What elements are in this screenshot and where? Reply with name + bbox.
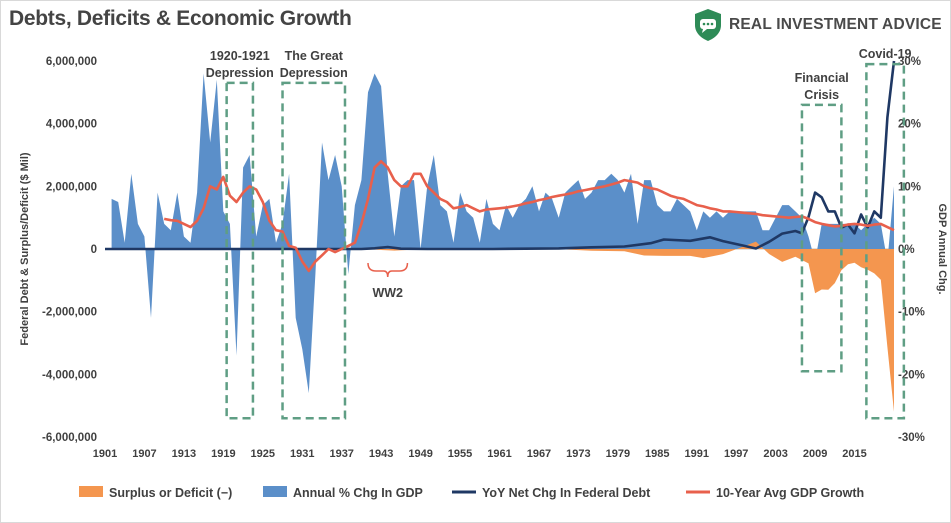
x-tick-label: 1913 xyxy=(172,448,196,460)
annotation-brace xyxy=(367,262,409,278)
x-tick-label: 1973 xyxy=(566,448,590,460)
x-tick-label: 1979 xyxy=(606,448,630,460)
annotation-label: WW2 xyxy=(372,286,403,300)
x-tick-label: 1985 xyxy=(645,448,669,460)
y-tick-label: 4,000,000 xyxy=(46,119,97,131)
x-tick-label: 1919 xyxy=(211,448,235,460)
series-annual-gdp-change xyxy=(111,73,895,394)
y-tick-label: -4,000,000 xyxy=(42,369,97,381)
x-tick-label: 1925 xyxy=(251,448,275,460)
annotation-label: Crisis xyxy=(804,88,839,102)
legend-label: 10-Year Avg GDP Growth xyxy=(716,486,864,500)
x-tick-label: 1967 xyxy=(527,448,551,460)
legend-label: YoY Net Chg In Federal Debt xyxy=(482,486,651,500)
x-tick-label: 2015 xyxy=(842,448,866,460)
brand-logo: REAL INVESTMENT ADVICE xyxy=(693,7,942,43)
x-tick-label: 1997 xyxy=(724,448,748,460)
y2-tick-label: 0% xyxy=(898,244,915,256)
annotation-box xyxy=(865,62,906,420)
x-tick-label: 1907 xyxy=(132,448,156,460)
y2-tick-label: -20% xyxy=(898,369,925,381)
line-series xyxy=(105,60,896,273)
shield-chat-icon xyxy=(695,9,721,41)
y-tick-label: 0 xyxy=(91,244,97,256)
y-tick-label: 2,000,000 xyxy=(46,181,97,193)
y2-tick-label: 10% xyxy=(898,181,921,193)
chart-title: Debts, Deficits & Economic Growth xyxy=(9,7,352,30)
annotation-box xyxy=(281,81,347,420)
annotation-label: Financial xyxy=(795,71,849,85)
y-axis-title: Federal Debt & Surplus/Deficit ($ Mil) xyxy=(19,152,31,345)
annotation-label: Depression xyxy=(206,66,274,80)
x-tick-label: 1931 xyxy=(290,448,314,460)
x-tick-label: 1937 xyxy=(329,448,353,460)
brand-name: REAL INVESTMENT ADVICE xyxy=(729,16,942,33)
annotation-label: Depression xyxy=(280,66,348,80)
y2-tick-label: -10% xyxy=(898,307,925,319)
x-tick-label: 1901 xyxy=(93,448,117,460)
series-debt-change xyxy=(105,60,896,251)
area-series xyxy=(105,73,895,412)
series-10yr-avg-gdp xyxy=(163,160,895,273)
legend-swatch xyxy=(79,486,103,497)
x-tick-label: 1991 xyxy=(685,448,709,460)
legend: Surplus or Deficit (−) Annual % Chg In GD… xyxy=(79,486,864,500)
y-tick-label: -2,000,000 xyxy=(42,307,97,319)
annotation-label: The Great xyxy=(285,49,344,63)
y2-tick-label: 30% xyxy=(898,56,921,68)
y2-tick-label: -30% xyxy=(898,432,925,444)
legend-label: Surplus or Deficit (−) xyxy=(109,486,232,500)
x-tick-label: 1955 xyxy=(448,448,472,460)
series-surplus-deficit xyxy=(105,241,894,412)
x-tick-label: 1961 xyxy=(487,448,511,460)
x-tick-label: 1943 xyxy=(369,448,393,460)
legend-label: Annual % Chg In GDP xyxy=(293,486,423,500)
x-tick-label: 1949 xyxy=(408,448,432,460)
x-tick-label: 2003 xyxy=(763,448,787,460)
y2-axis-title: GDP Annual Chg. xyxy=(936,203,948,294)
y-tick-label: -6,000,000 xyxy=(42,432,97,444)
x-tick-label: 2009 xyxy=(803,448,827,460)
y2-tick-label: 20% xyxy=(898,119,921,131)
annotations: 1920-1921 Depression The Great Depression Fi… xyxy=(206,47,912,420)
y-tick-label: 6,000,000 xyxy=(46,56,97,68)
annotation-label: Covid-19 xyxy=(859,47,912,61)
annotation-label: 1920-1921 xyxy=(210,49,270,63)
legend-swatch xyxy=(263,486,287,497)
annotation-box xyxy=(225,81,255,420)
annotation-box xyxy=(800,103,843,373)
